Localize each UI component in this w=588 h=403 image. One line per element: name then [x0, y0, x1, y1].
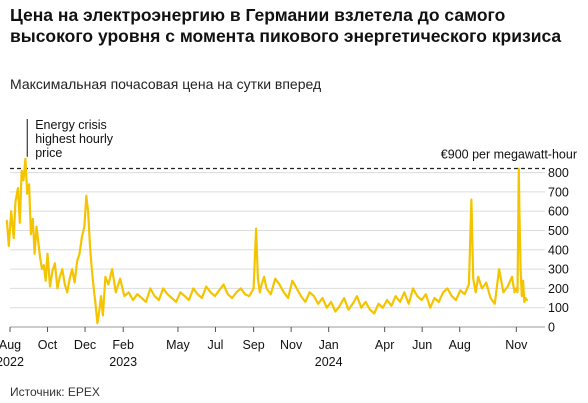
y-tick-label: 100 — [548, 301, 569, 315]
x-tick-label: May — [166, 338, 190, 352]
y-tick-label: 300 — [548, 263, 569, 277]
x-axis-ticks: Aug 2022 Oct Dec Feb 2023 May Jul Sep Nov Jan 2024 A… — [0, 327, 528, 369]
y-tick-label: 800 — [548, 166, 569, 180]
y-tick-label: 200 — [548, 282, 569, 296]
y-tick-label: 400 — [548, 243, 569, 257]
x-tick-label: Aug — [449, 338, 471, 352]
x-tick-label: Feb — [112, 338, 134, 352]
chart-subtitle: Максимальная почасовая цена на сутки впе… — [10, 76, 322, 92]
x-tick-label: Nov — [280, 338, 303, 352]
grid-lines — [10, 172, 545, 328]
x-tick-label: Jun — [412, 338, 432, 352]
y-tick-label: 500 — [548, 224, 569, 238]
annotation-crisis-line-1: Energy crisis — [35, 118, 107, 132]
y-tick-label: 700 — [548, 185, 569, 199]
annotation-crisis-line-3: price — [35, 146, 62, 160]
x-tick-label: Oct — [38, 338, 58, 352]
y-tick-label: 600 — [548, 205, 569, 219]
x-tick-label: Aug — [0, 338, 21, 352]
source-note: Источник: EPEX — [10, 385, 100, 399]
x-tick-year-label: 2023 — [109, 355, 137, 369]
annotation-crisis-line-2: highest hourly — [35, 132, 114, 146]
x-tick-label: Nov — [505, 338, 528, 352]
chart-title: Цена на электроэнергию в Германии взлете… — [10, 5, 562, 46]
x-tick-year-label: 2022 — [0, 355, 24, 369]
x-tick-label: Dec — [74, 338, 96, 352]
x-tick-label: Sep — [242, 338, 264, 352]
y-tick-label: 0 — [548, 321, 555, 335]
x-tick-label: Apr — [375, 338, 394, 352]
x-tick-label: Jul — [207, 338, 223, 352]
x-tick-year-label: 2024 — [315, 355, 343, 369]
y-axis-ticks: 0 100 200 300 400 500 600 700 800 — [548, 166, 569, 334]
x-tick-label: Jan — [319, 338, 339, 352]
series-line — [5, 157, 528, 325]
annotation-reference-label: €900 per megawatt-hour — [441, 148, 577, 162]
